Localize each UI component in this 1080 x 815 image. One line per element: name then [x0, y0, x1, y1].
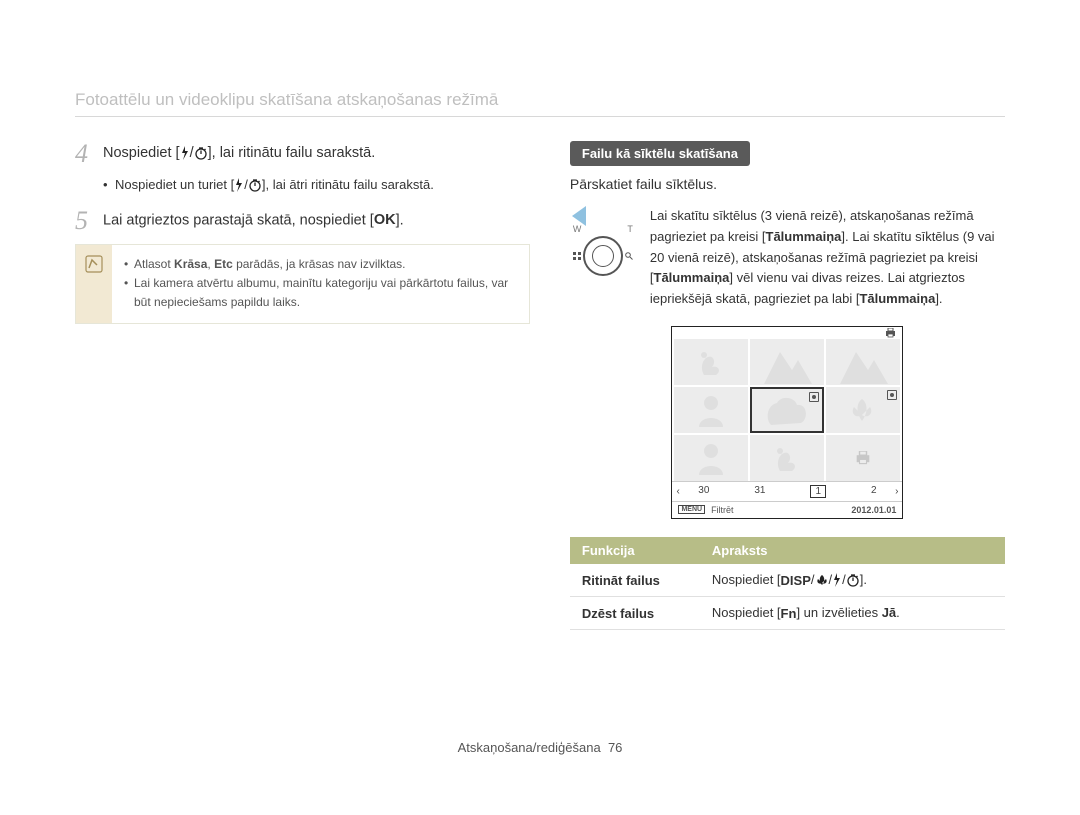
zoom-row: W T Lai skatītu sīktēlus (3 vienā reizē)…: [570, 206, 1005, 310]
zoom-diagram: W T: [570, 206, 636, 310]
thumbnail-item: [674, 339, 748, 385]
thumb-nav-bar: ‹ 30 31 1 2 ›: [672, 481, 902, 501]
thumbnail-item: [826, 339, 900, 385]
timer-icon: [248, 178, 262, 192]
step-5: 5 Lai atgrieztos parastajā skatā, nospie…: [75, 208, 530, 234]
text: ], lai ritinātu failu sarakstā.: [208, 145, 376, 161]
nav-num: 30: [698, 485, 709, 498]
header-function: Funkcija: [570, 537, 700, 564]
grid-icon: [573, 252, 581, 260]
thumbnail-item: [750, 435, 824, 481]
timer-icon: [846, 573, 860, 587]
text: Lai atgrieztos parastajā skatā, nospiedi…: [103, 213, 374, 229]
menu-chip: MENU: [678, 505, 705, 514]
step-4-sub: Nospiediet un turiet [/], lai ātri ritin…: [103, 177, 530, 192]
header-description: Apraksts: [700, 537, 1005, 564]
content-columns: 4 Nospiediet [/], lai ritinātu failu sar…: [75, 141, 1005, 630]
note-item: Atlasot Krāsa, Etc parādās, ja krāsas na…: [124, 255, 517, 274]
text-bold: Jā: [882, 605, 896, 620]
thumb-top-bar: [672, 327, 902, 339]
thumbnail-item: [826, 435, 900, 481]
timer-icon: [194, 146, 208, 160]
step-number: 4: [75, 141, 103, 167]
nav-next-icon: ›: [895, 486, 898, 497]
macro-icon: [815, 573, 829, 587]
ok-key: OK: [374, 210, 396, 232]
note-box: Atlasot Krāsa, Etc parādās, ja krāsas na…: [75, 244, 530, 324]
text-bold: Etc: [214, 257, 233, 271]
thumbnail-screen: ‹ 30 31 1 2 › MENU Filtrēt 2012.01.01: [671, 326, 903, 519]
step-number: 5: [75, 208, 103, 234]
page-title: Fotoattēlu un videoklipu skatīšana atska…: [75, 90, 1005, 117]
filter-label: Filtrēt: [711, 505, 734, 515]
nav-num: 2: [871, 485, 877, 498]
step-4: 4 Nospiediet [/], lai ritinātu failu sar…: [75, 141, 530, 167]
video-badge-icon: [887, 390, 897, 400]
print-icon: [855, 451, 871, 465]
table-row: Dzēst failus Nospiediet [Fn] un izvēliet…: [570, 597, 1005, 630]
text: .: [896, 605, 900, 620]
note-icon: [76, 245, 112, 323]
text: Nospiediet un turiet [: [115, 177, 234, 192]
flash-icon: [234, 178, 244, 192]
text: ], lai ātri ritinātu failu sarakstā.: [262, 177, 434, 192]
thumbnail-grid: [672, 339, 902, 481]
nav-num: 31: [754, 485, 765, 498]
page-footer: Atskaņošana/rediģēšana 76: [0, 740, 1080, 755]
thumbnail-item: [750, 339, 824, 385]
print-icon: [885, 328, 896, 338]
step-text: Nospiediet [/], lai ritinātu failu sarak…: [103, 141, 375, 165]
magnify-icon: [625, 252, 633, 260]
left-column: 4 Nospiediet [/], lai ritinātu failu sar…: [75, 141, 530, 630]
row-label: Dzēst failus: [570, 597, 700, 630]
text: parādās, ja krāsas nav izvilktas.: [233, 257, 406, 271]
thumb-footer: MENU Filtrēt 2012.01.01: [672, 501, 902, 518]
zoom-arrow-icon: [572, 206, 586, 226]
text: ] un izvēlieties: [796, 605, 881, 620]
row-desc: Nospiediet [Fn] un izvēlieties Jā.: [700, 597, 1005, 630]
text: Nospiediet [: [712, 605, 781, 620]
fn-key: Fn: [781, 606, 797, 621]
footer-page-num: 76: [608, 740, 622, 755]
note-item: Lai kamera atvērtu albumu, mainītu kateg…: [124, 274, 517, 312]
row-desc: Nospiediet [DISP///].: [700, 564, 1005, 597]
thumbnail-item-selected: [750, 387, 824, 433]
video-badge-icon: [809, 392, 819, 402]
right-column: Failu kā sīktēlu skatīšana Pārskatiet fa…: [570, 141, 1005, 630]
text: ].: [396, 213, 404, 229]
zoom-t-label: T: [627, 224, 633, 234]
nav-numbers: 30 31 1 2: [680, 485, 895, 498]
thumbnail-item: [674, 435, 748, 481]
disp-key: DISP: [781, 573, 811, 588]
zoom-ring-icon: [583, 236, 623, 276]
table-header-row: Funkcija Apraksts: [570, 537, 1005, 564]
flash-icon: [180, 146, 190, 160]
text-bold: Krāsa: [174, 257, 207, 271]
zoom-w-label: W: [573, 224, 582, 234]
section-tag: Failu kā sīktēlu skatīšana: [570, 141, 750, 166]
function-table: Funkcija Apraksts Ritināt failus Nospied…: [570, 537, 1005, 630]
note-content: Atlasot Krāsa, Etc parādās, ja krāsas na…: [112, 245, 529, 323]
zoom-circle-wrap: [573, 236, 633, 276]
text: Nospiediet [: [712, 572, 781, 587]
date-label: 2012.01.01: [851, 505, 896, 515]
zoom-description: Lai skatītu sīktēlus (3 vienā reizē), at…: [650, 206, 1005, 310]
footer-section: Atskaņošana/rediģēšana: [458, 740, 601, 755]
zoom-label-wrap: W T: [573, 224, 633, 234]
flash-icon: [832, 573, 842, 587]
text: Atlasot: [134, 257, 174, 271]
intro-text: Pārskatiet failu sīktēlus.: [570, 176, 1005, 192]
table-row: Ritināt failus Nospiediet [DISP///].: [570, 564, 1005, 597]
thumbnail-item: [826, 387, 900, 433]
nav-num-active: 1: [810, 485, 826, 498]
text: ].: [860, 572, 867, 587]
step-text: Lai atgrieztos parastajā skatā, nospiedi…: [103, 208, 404, 232]
row-label: Ritināt failus: [570, 564, 700, 597]
thumbnail-item: [674, 387, 748, 433]
text: Nospiediet [: [103, 145, 180, 161]
